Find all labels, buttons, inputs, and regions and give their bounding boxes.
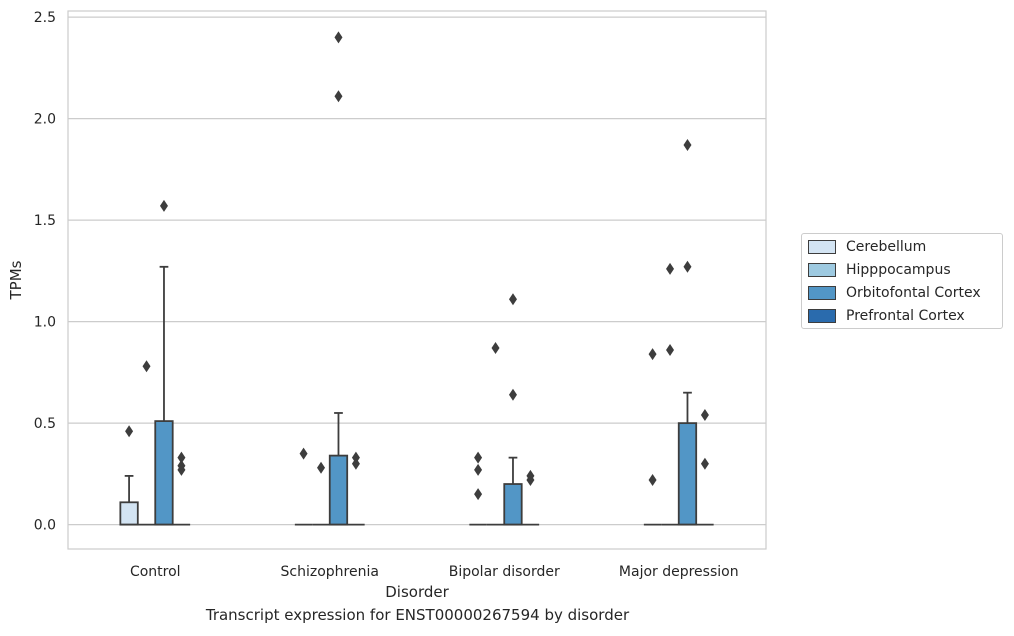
boxes (119, 31, 714, 526)
outlier-point (683, 138, 692, 151)
outlier-point (666, 262, 675, 275)
outlier-point (142, 360, 151, 373)
outlier-point (474, 451, 483, 464)
outlier-point (683, 260, 692, 273)
y-tick-label: 0.0 (34, 518, 56, 534)
legend: Cerebellum Hipppocampus Orbitofontal Cor… (801, 233, 1003, 329)
legend-label: Prefrontal Cortex (846, 308, 965, 324)
box-3-0 (172, 451, 191, 526)
box-rect (503, 483, 523, 526)
x-tick-label: Schizophrenia (281, 564, 379, 580)
box-0-2 (469, 451, 487, 526)
box-0-0 (119, 425, 139, 526)
outlier-point (317, 461, 326, 474)
plot-area-frame (67, 10, 767, 550)
outlier-point (351, 457, 360, 470)
legend-swatch-hippocampus (808, 263, 836, 277)
legend-label: Cerebellum (846, 239, 927, 255)
legend-label: Hipppocampus (846, 262, 951, 278)
y-axis-label: TPMs (7, 260, 25, 300)
x-tick-label: Control (130, 564, 181, 580)
box-2-3 (677, 138, 698, 526)
box-1-1 (312, 461, 330, 526)
y-tick-labels: 0.0 0.5 1.0 1.5 2.0 2.5 (34, 10, 56, 534)
outlier-point (491, 342, 500, 355)
box-rect (677, 422, 698, 526)
outlier-point (508, 293, 517, 306)
outlier-point (177, 451, 186, 464)
box-rect (154, 420, 174, 526)
outlier-point (648, 473, 657, 486)
outlier-point (334, 31, 343, 44)
box-2-0 (154, 199, 174, 526)
legend-label: Orbitofontal Cortex (846, 285, 981, 301)
x-tick-label: Major depression (619, 564, 739, 580)
x-axis-label: Disorder (385, 583, 449, 601)
legend-item-cerebellum: Cerebellum (808, 237, 926, 257)
box-rect (119, 501, 139, 526)
box-2-2 (503, 293, 523, 526)
outlier-point (508, 388, 517, 401)
legend-swatch-cerebellum (808, 240, 836, 254)
box-0-1 (294, 447, 313, 526)
legend-swatch-orbitofrontal-cortex (808, 286, 836, 300)
box-1-2 (486, 342, 505, 526)
outlier-point (334, 90, 343, 103)
box-0-3 (643, 348, 662, 526)
legend-item-hippocampus: Hipppocampus (808, 260, 951, 280)
outlier-point (648, 348, 657, 361)
outlier-point (177, 459, 186, 472)
box-1-0 (137, 360, 156, 526)
box-2-1 (328, 31, 349, 526)
outlier-point (159, 199, 168, 212)
outlier-point (125, 425, 134, 438)
legend-swatch-prefrontal-cortex (808, 309, 836, 323)
outlier-point (474, 488, 483, 501)
figure-caption: Transcript expression for ENST0000026759… (205, 606, 630, 624)
outlier-point (526, 469, 535, 482)
y-tick-label: 2.5 (34, 10, 56, 26)
outlier-point (351, 451, 360, 464)
box-rect (328, 454, 349, 526)
legend-item-orbitofrontal-cortex: Orbitofontal Cortex (808, 283, 981, 303)
y-tick-label: 0.5 (34, 416, 56, 432)
x-tick-labels: Control Schizophrenia Bipolar disorder Majo… (130, 564, 739, 580)
legend-item-prefrontal-cortex: Prefrontal Cortex (808, 306, 965, 326)
y-tick-label: 1.5 (34, 213, 56, 229)
y-tick-label: 2.0 (34, 112, 56, 128)
outlier-point (474, 463, 483, 476)
y-tick-label: 1.0 (34, 315, 56, 331)
outlier-point (666, 344, 675, 357)
outlier-point (700, 409, 709, 422)
box-3-3 (696, 409, 714, 526)
box-1-3 (661, 262, 679, 526)
outlier-point (700, 457, 709, 470)
x-tick-label: Bipolar disorder (449, 564, 560, 580)
box-3-1 (347, 451, 365, 526)
outlier-point (299, 447, 308, 460)
box-3-2 (521, 469, 540, 526)
